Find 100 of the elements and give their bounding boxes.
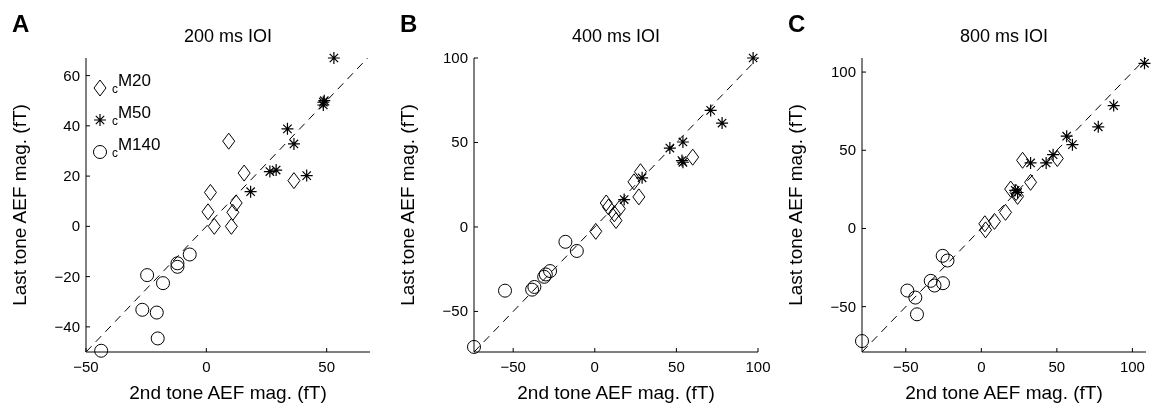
- y-tick-label: 0: [847, 219, 856, 237]
- x-tick-label: 50: [668, 358, 685, 375]
- text: C: [788, 10, 806, 37]
- y-axis-title: Last tone AEF mag. (fT): [397, 104, 418, 306]
- text: A: [12, 10, 30, 37]
- y-tick-label: 50: [839, 141, 856, 159]
- y-tick-label: −50: [830, 297, 856, 315]
- y-axis-title: Last tone AEF mag. (fT): [9, 104, 30, 306]
- x-tick-label: 100: [745, 358, 771, 375]
- x-tick-label: 0: [977, 358, 986, 375]
- point: [237, 164, 251, 182]
- x-axis-title: 2nd tone AEF mag. (fT): [129, 382, 327, 403]
- point: [287, 137, 301, 151]
- point: [607, 205, 621, 223]
- y-tick-label: −40: [54, 317, 80, 335]
- point: [612, 200, 626, 218]
- point: [746, 51, 760, 65]
- point: [287, 172, 301, 190]
- point: [543, 264, 558, 279]
- point: [1039, 156, 1053, 170]
- y-tick-label: −20: [54, 267, 80, 285]
- point: [900, 283, 915, 298]
- point: [1024, 173, 1038, 191]
- y-tick-label: 0: [71, 217, 80, 235]
- point: [316, 98, 330, 112]
- point: [327, 51, 341, 65]
- legend-label: $_{c}$M50: [112, 103, 152, 128]
- text: B: [400, 10, 418, 37]
- y-tick-label: −50: [442, 302, 468, 320]
- point: [940, 253, 955, 268]
- point: [927, 278, 942, 293]
- point: [135, 302, 150, 317]
- legend-label: $_{c}$M20: [112, 71, 152, 96]
- x-axis-title: 2nd tone AEF mag. (fT): [517, 382, 715, 403]
- point: [1050, 150, 1064, 168]
- y-tick-label: 100: [442, 49, 468, 66]
- x-axis-title: 2nd tone AEF mag. (fT): [905, 382, 1103, 403]
- x-tick-label: −50: [893, 358, 919, 375]
- y-tick-label: 100: [830, 63, 856, 81]
- point: [609, 212, 623, 230]
- point: [715, 116, 729, 130]
- point: [156, 276, 171, 291]
- legend-label: $_{c}$M140: [112, 135, 161, 160]
- point: [222, 132, 236, 150]
- point: [663, 141, 677, 155]
- point: [201, 203, 215, 221]
- point: [269, 163, 283, 177]
- point: [601, 198, 615, 216]
- y-tick-label: 20: [63, 167, 80, 185]
- point: [229, 194, 243, 212]
- y-tick-label: 0: [459, 217, 468, 235]
- chart-title: 200 ms IOI: [183, 26, 273, 46]
- point: [686, 148, 700, 166]
- point: [150, 331, 165, 346]
- point: [935, 276, 950, 291]
- point: [1091, 120, 1105, 134]
- point: [923, 273, 938, 288]
- point: [467, 339, 481, 354]
- point: [979, 221, 993, 239]
- point: [633, 163, 647, 181]
- point: [632, 188, 646, 206]
- y-axis-title: Last tone AEF mag. (fT): [785, 104, 806, 306]
- point: [617, 192, 631, 207]
- point: [1016, 151, 1030, 169]
- point: [569, 243, 584, 258]
- point: [704, 103, 718, 117]
- point: [676, 135, 690, 149]
- y-tick-label: 60: [63, 66, 80, 84]
- point: [244, 185, 258, 199]
- point: [182, 247, 197, 262]
- point: [599, 194, 613, 212]
- point: [999, 203, 1013, 221]
- point: [589, 222, 603, 240]
- point: [1107, 98, 1121, 113]
- point: [263, 164, 277, 179]
- point: [558, 234, 573, 249]
- x-tick-label: 100: [1119, 358, 1145, 375]
- y-tick-label: 50: [451, 133, 468, 151]
- point: [498, 283, 513, 298]
- point: [207, 217, 221, 235]
- point: [94, 343, 109, 358]
- point: [300, 169, 314, 183]
- point: [935, 248, 950, 263]
- x-tick-label: 0: [202, 358, 211, 375]
- point: [855, 334, 869, 349]
- point: [224, 217, 238, 235]
- point: [1023, 156, 1038, 170]
- point: [203, 183, 217, 201]
- point: [1065, 138, 1080, 152]
- point: [140, 268, 155, 283]
- point: [1060, 129, 1074, 143]
- x-tick-label: 50: [1048, 358, 1066, 375]
- point: [280, 122, 295, 136]
- point: [1046, 148, 1060, 162]
- y-tick-label: 40: [63, 116, 80, 134]
- point: [987, 212, 1001, 230]
- point: [226, 203, 240, 221]
- x-tick-label: 0: [590, 358, 599, 375]
- chart-title: 400 ms IOI: [571, 26, 661, 46]
- point: [978, 215, 992, 233]
